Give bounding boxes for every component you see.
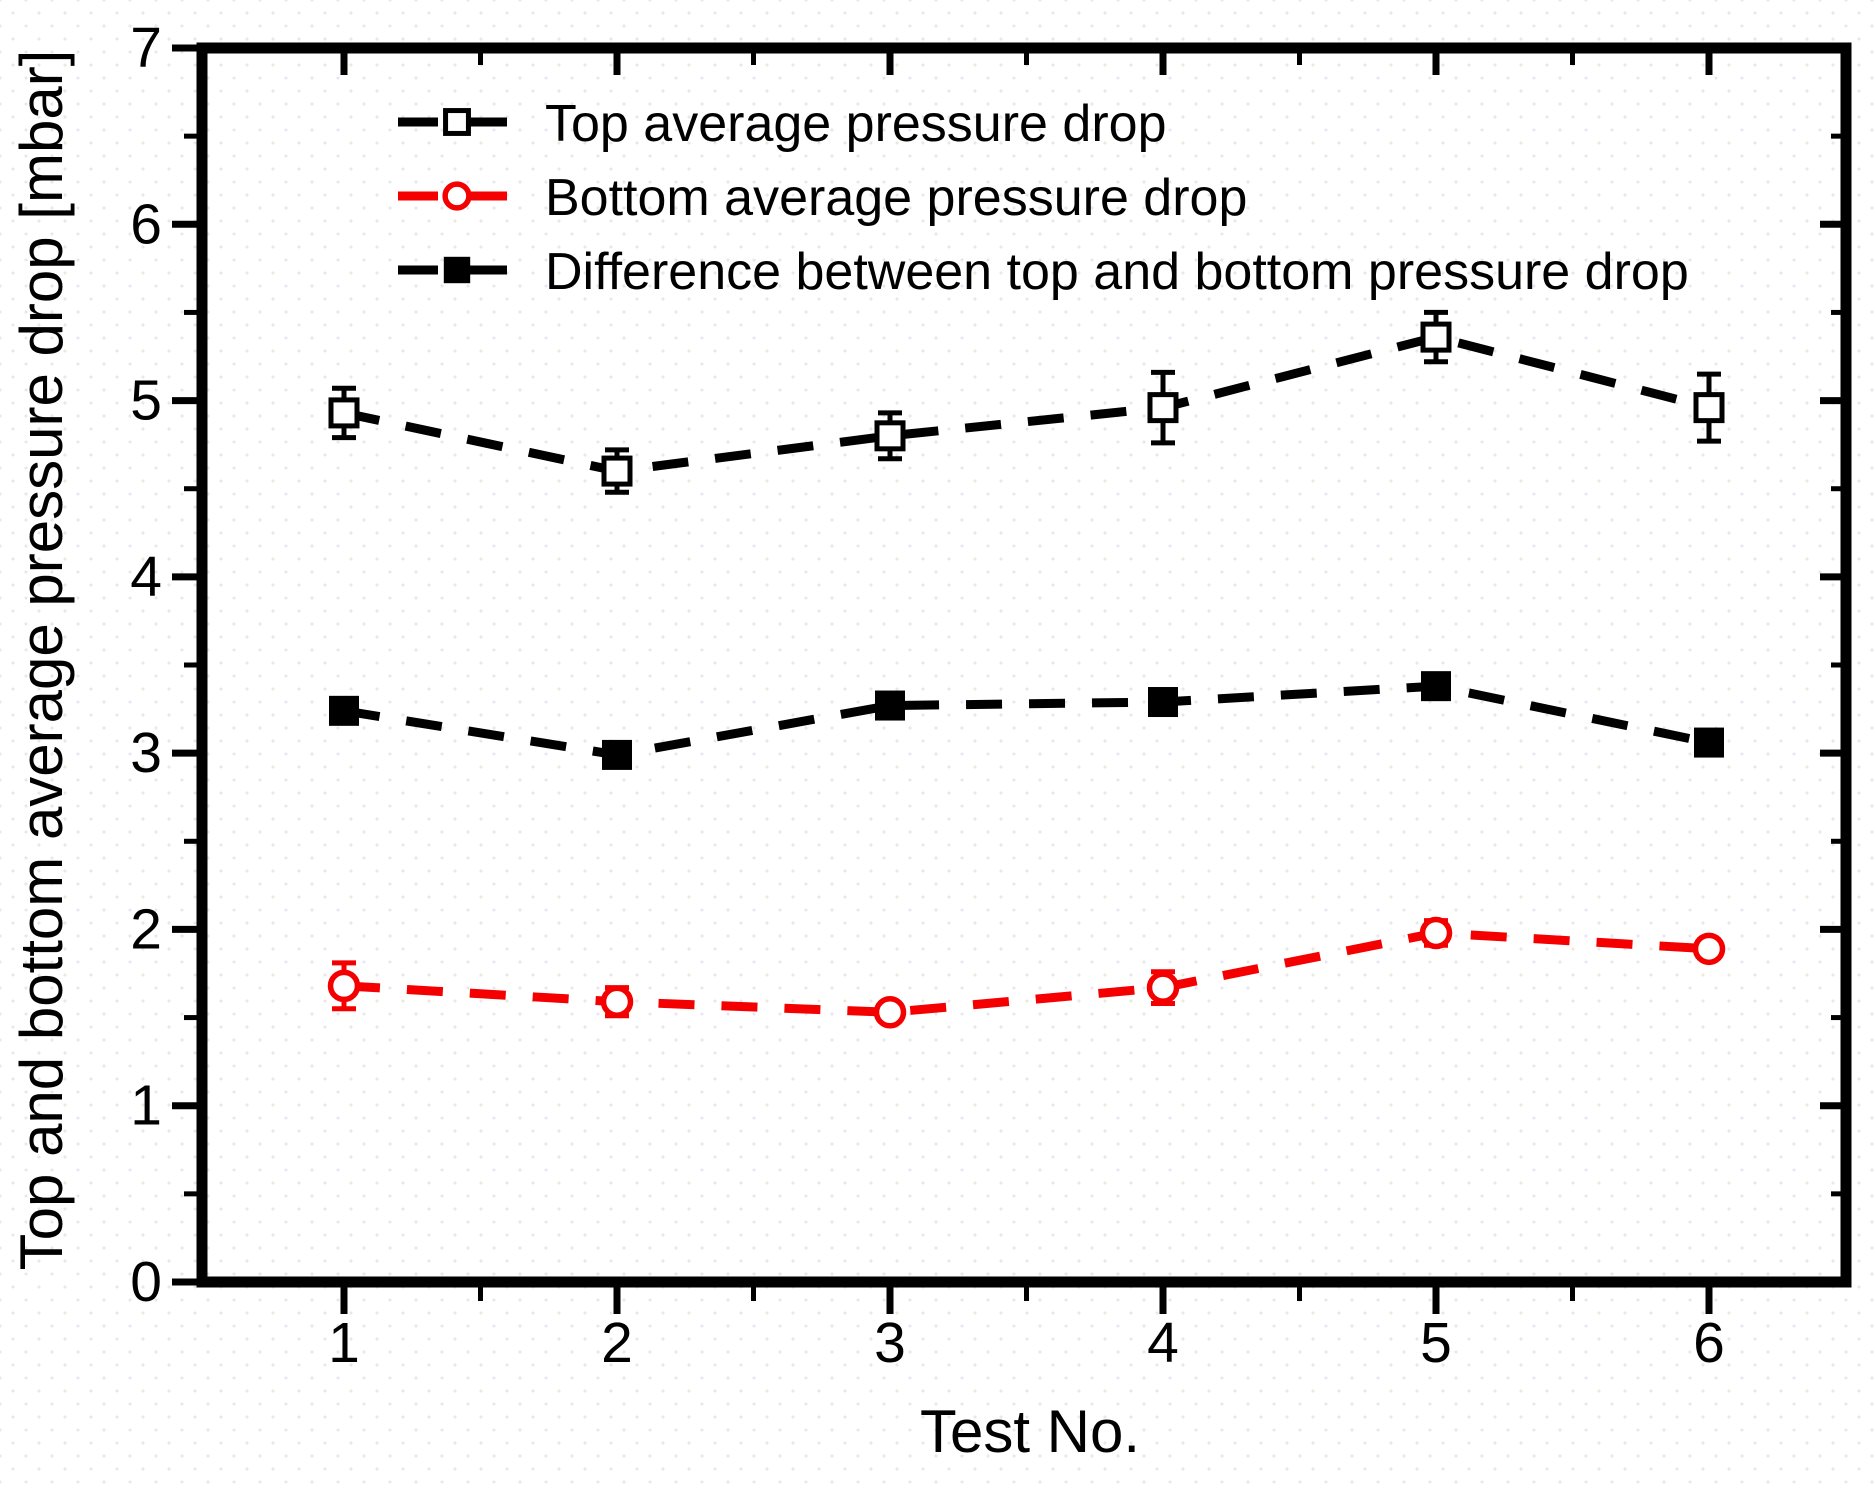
open-square-marker (443, 108, 471, 136)
open-square-marker (1693, 392, 1725, 424)
y-tick-label: 4 (130, 545, 162, 609)
open-circle-marker (600, 985, 634, 1018)
x-tick-label: 5 (1420, 1311, 1452, 1375)
series-line-2 (343, 681, 1710, 760)
filled-square-marker (1421, 671, 1451, 702)
open-circle-marker (1146, 971, 1180, 1004)
filled-square-marker (1148, 687, 1178, 718)
y-tick-label: 0 (130, 1250, 162, 1314)
open-square-marker (601, 455, 633, 487)
plot-border (196, 42, 1852, 1288)
y-tick-label: 1 (130, 1074, 162, 1138)
open-circle-marker (442, 181, 472, 211)
y-tick-label: 7 (130, 16, 162, 80)
open-square-marker (874, 420, 906, 452)
series-layer (327, 309, 1726, 1029)
filled-square-marker (329, 695, 359, 726)
open-square-marker (328, 397, 360, 429)
x-axis-title: Test No. (920, 1398, 1140, 1465)
x-tick-label: 4 (1147, 1311, 1179, 1375)
legend-label-2: Difference between top and bottom pressu… (545, 243, 1689, 301)
x-tick-label: 6 (1693, 1311, 1725, 1375)
open-square-marker (1420, 321, 1452, 353)
filled-square-marker (602, 739, 632, 770)
x-tick-label: 3 (874, 1311, 906, 1375)
series-line-1 (343, 928, 1710, 1017)
filled-square-marker (875, 690, 905, 721)
y-tick-label: 5 (130, 369, 162, 433)
legend: Top average pressure drop Bottom average … (398, 95, 1689, 301)
x-tick-label: 1 (328, 1311, 360, 1375)
filled-square-marker (1694, 727, 1724, 758)
filled-square-marker (443, 256, 471, 284)
y-tick-label: 6 (130, 192, 162, 256)
open-circle-marker (1692, 932, 1726, 966)
x-tick-label: 2 (601, 1311, 633, 1375)
legend-label-0: Top average pressure drop (545, 95, 1167, 153)
y-tick-label: 3 (130, 721, 162, 785)
open-square-marker (1147, 392, 1179, 424)
open-circle-marker (873, 996, 907, 1029)
y-axis-title: Top and bottom average pressure drop [mb… (8, 50, 75, 1271)
open-circle-marker (327, 969, 361, 1003)
axes-layer: 0 1 2 3 4 5 6 7 1 2 3 4 5 6 (130, 16, 1852, 1375)
y-tick-label: 2 (130, 897, 162, 961)
series-line-0 (343, 332, 1711, 476)
open-circle-marker (1419, 916, 1453, 950)
legend-label-1: Bottom average pressure drop (545, 169, 1247, 227)
